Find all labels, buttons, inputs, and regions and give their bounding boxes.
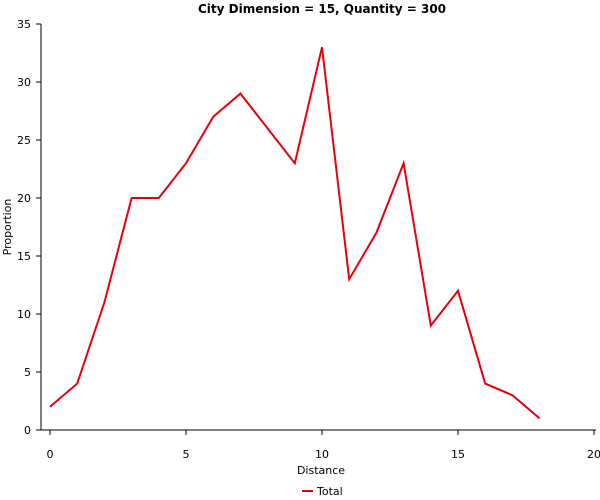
x-axis-label: Distance — [297, 464, 345, 477]
y-tick-label: 0 — [24, 424, 31, 437]
y-tick-label: 10 — [17, 308, 31, 321]
chart-title: City Dimension = 15, Quantity = 300 — [198, 2, 446, 16]
y-tick-label: 35 — [17, 18, 31, 31]
y-tick-label: 15 — [17, 250, 31, 263]
x-tick-label: 10 — [315, 448, 329, 461]
y-ticks: 0 5 10 15 20 25 30 35 — [17, 18, 41, 437]
series-line-total — [49, 46, 541, 420]
x-tick-label: 0 — [47, 448, 54, 461]
y-axis-label: Proportion — [1, 199, 14, 256]
y-tick-label: 20 — [17, 192, 31, 205]
plot-series — [49, 46, 541, 420]
axes — [40, 24, 596, 431]
y-tick-label: 5 — [24, 366, 31, 379]
y-tick-label: 25 — [17, 134, 31, 147]
x-tick-label: 20 — [587, 448, 600, 461]
x-ticks: 0 5 10 15 20 — [47, 430, 600, 461]
legend: Total — [302, 485, 343, 498]
legend-label-total: Total — [316, 485, 343, 498]
y-tick-label: 30 — [17, 76, 31, 89]
x-tick-label: 5 — [183, 448, 190, 461]
x-tick-label: 15 — [451, 448, 465, 461]
